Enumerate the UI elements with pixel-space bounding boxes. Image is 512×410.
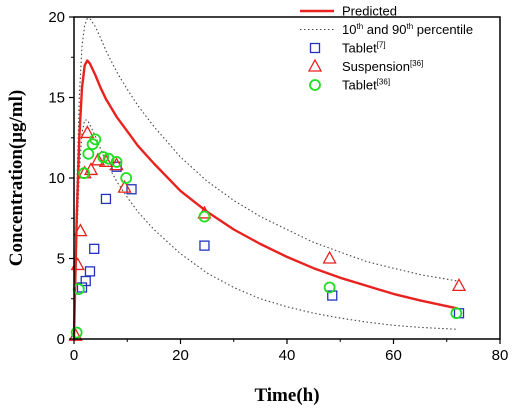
x-axis-title: Time(h) [254, 385, 319, 406]
x-tick-label: 0 [70, 347, 78, 364]
tablet36-data-point [78, 167, 91, 180]
legend-label-part: 10 [342, 22, 356, 37]
tablet7-data-point [80, 275, 91, 287]
legend-label-part: [36] [377, 78, 390, 87]
legend-label-part: Tablet [342, 41, 377, 56]
x-tick-label: 80 [492, 347, 509, 364]
legend-label-part: Suspension [342, 59, 410, 74]
tablet7-data-point [100, 193, 112, 205]
y-tick-label: 10 [48, 170, 65, 187]
tablet7-data-point [126, 184, 137, 195]
legend-tablet36-label: Tablet[36] [342, 78, 390, 93]
axis-layer: 0 20 40 60 80 0 5 10 15 20 [48, 9, 508, 364]
tablet36-data-point [198, 210, 211, 223]
suspension36-data-point [117, 179, 132, 193]
tablet7-data-point [199, 240, 210, 251]
tablet36-data-point [120, 172, 133, 184]
series-layer [68, 18, 467, 341]
legend-tablet7-label: Tablet[7] [342, 41, 386, 56]
suspension36-data-point [322, 250, 337, 264]
tablet7-data-point [84, 266, 96, 277]
legend-label-part: Predicted [342, 4, 397, 19]
x-tick-label: 60 [385, 347, 402, 364]
x-tick-label: 20 [172, 347, 189, 364]
y-tick-label: 5 [57, 251, 65, 268]
legend-predicted-label: Predicted [342, 4, 397, 19]
legend-label-part: th [356, 22, 363, 31]
legend-label-part: th [407, 22, 414, 31]
legend-label-part: and 90 [363, 22, 406, 37]
y-tick-label: 15 [48, 90, 65, 107]
plot-frame [73, 16, 501, 340]
tablet36-data-point [82, 147, 95, 160]
tablet36-data-point [70, 326, 83, 339]
tablet36-data-point [89, 133, 102, 146]
suspension36-data-point [98, 154, 114, 168]
x-tick-label: 40 [279, 347, 296, 364]
legend-label-part: [7] [377, 41, 386, 50]
legend-suspension36-swatch [307, 58, 323, 72]
y-tick-label: 20 [48, 9, 65, 26]
p10-series-line [73, 119, 458, 340]
tablet7-data-point [89, 243, 100, 254]
suspension36-data-point [73, 223, 88, 237]
tablet7-data-point [76, 282, 88, 293]
suspension36-data-point [109, 157, 124, 171]
legend-label-part: [36] [410, 59, 423, 68]
tablet36-data-point [323, 281, 336, 294]
legend-suspension36-label: Suspension[36] [342, 59, 423, 74]
tablet36-data-point [110, 155, 123, 168]
legend-tablet7-swatch [309, 42, 321, 54]
y-tick-label: 0 [57, 331, 65, 348]
legend-label-part: percentile [413, 22, 473, 37]
suspension36-data-point [90, 152, 106, 166]
suspension36-data-point [451, 278, 467, 292]
legend-tablet36-swatch [309, 79, 321, 91]
suspension36-data-point [80, 125, 95, 139]
legend-label-part: Tablet [342, 78, 377, 93]
legend-percentile-label: 10th and 90th percentile [342, 22, 473, 37]
tablet36-data-point [450, 307, 463, 320]
predicted-series-line [72, 59, 458, 340]
y-axis-title: Concentration(μg/ml) [6, 90, 27, 266]
tablet36-data-point [97, 151, 110, 163]
